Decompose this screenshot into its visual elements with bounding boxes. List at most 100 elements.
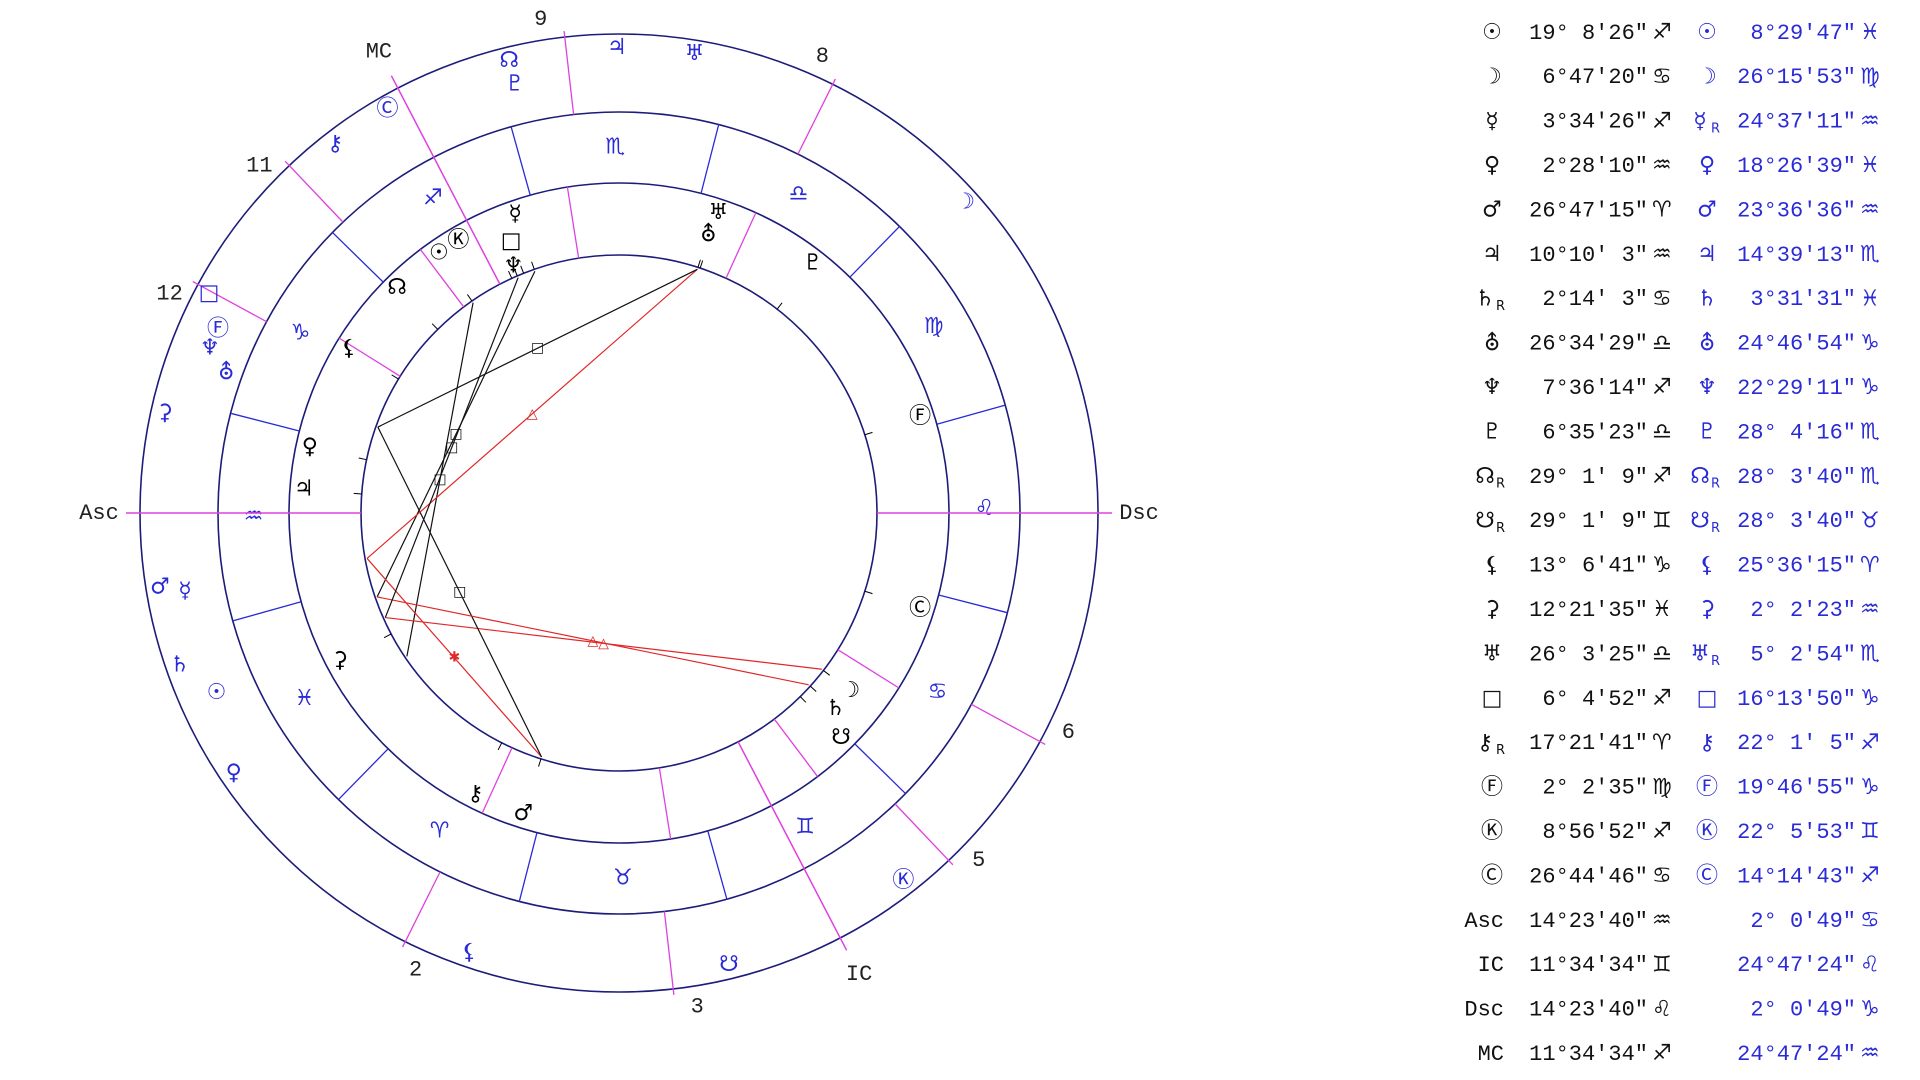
transit-glyph: ☽ <box>955 190 975 215</box>
transit-symbol: Ⓕ <box>1696 775 1718 800</box>
transit-sign: ♑ <box>1860 686 1880 711</box>
row-symbol: ☊ <box>1475 464 1495 489</box>
retrograde: R <box>1496 477 1505 492</box>
natal-glyph: Ⓕ <box>909 404 931 429</box>
transit-position: 25°36'15" <box>1737 554 1856 579</box>
transit-sign: ♋ <box>1860 908 1880 933</box>
natal-position: 29° 1' 9" <box>1529 509 1648 534</box>
zodiac-sign: ♓ <box>295 686 315 711</box>
natal-glyph: ☋ <box>831 725 851 750</box>
transit-sign: ♒ <box>1860 1041 1880 1066</box>
aspect-symbol: □ <box>449 426 462 442</box>
transit-position: 3°31'31" <box>1750 287 1856 312</box>
position-tick <box>809 685 817 692</box>
aspect-line <box>377 426 543 758</box>
house-label: 12 <box>156 282 182 307</box>
house-label: MC <box>366 40 392 65</box>
transit-glyph: ♆ <box>200 335 220 360</box>
row-symbol: ⚳ <box>1484 597 1500 622</box>
transit-position: 22°29'11" <box>1737 376 1856 401</box>
transit-glyph: ☋ <box>719 952 739 977</box>
natal-sign: ♎ <box>1652 331 1672 356</box>
natal-glyph: Ⓚ <box>447 228 469 253</box>
row-symbol: ☉ <box>1482 20 1502 45</box>
transit-sign: ♑ <box>1860 331 1880 356</box>
row-symbol: ⛢ <box>1484 331 1500 356</box>
house-cusp <box>563 31 575 115</box>
house-cusp <box>284 160 344 223</box>
sign-divider <box>938 594 1008 614</box>
transit-position: 2° 0'49" <box>1750 998 1856 1023</box>
zodiac-sign: ♈ <box>430 818 450 843</box>
natal-sign: ♋ <box>1652 64 1672 89</box>
natal-sign: ♒ <box>1652 242 1672 267</box>
aspect-symbol: ✱ <box>448 650 460 666</box>
position-tick <box>431 323 439 330</box>
natal-position: 26°34'29" <box>1529 332 1648 357</box>
transit-position: 24°47'24" <box>1737 953 1856 978</box>
natal-position: 3°34'26" <box>1542 110 1648 135</box>
transit-glyph: ♅ <box>685 41 705 66</box>
natal-sign: ♈ <box>1652 198 1672 223</box>
position-tick <box>864 431 873 436</box>
transit-sign: ♐ <box>1860 730 1880 755</box>
transit-symbol: ♂ <box>1697 198 1717 223</box>
transit-sign: ♑ <box>1860 375 1880 400</box>
house-cusp <box>894 803 954 866</box>
natal-position: 7°36'14" <box>1542 376 1648 401</box>
position-tick <box>383 633 392 639</box>
transit-sign: ♉ <box>1860 508 1880 533</box>
inner-cusp <box>725 212 757 279</box>
transit-position: 18°26'39" <box>1737 154 1856 179</box>
transit-symbol: ♃ <box>1697 242 1717 267</box>
zodiac-sign: ♍ <box>924 314 944 339</box>
natal-position: 26° 3'25" <box>1529 642 1648 667</box>
sign-divider <box>849 226 901 278</box>
transit-glyph: ♇ <box>505 72 525 97</box>
natal-position: 14°23'40" <box>1529 998 1648 1023</box>
house-cusp <box>971 703 1046 745</box>
natal-position: 2°28'10" <box>1542 154 1648 179</box>
house-label: 8 <box>816 44 829 69</box>
natal-position: 12°21'35" <box>1529 598 1648 623</box>
natal-position: 11°34'34" <box>1529 953 1648 978</box>
transit-position: 14°14'43" <box>1737 864 1856 889</box>
natal-sign: ♐ <box>1652 819 1672 844</box>
position-tick <box>538 758 542 767</box>
natal-position: 26°44'46" <box>1529 864 1648 889</box>
inner-cusp <box>338 337 401 377</box>
row-label: MC <box>1478 1042 1504 1067</box>
transit-symbol: ♇ <box>1697 420 1717 445</box>
sign-divider <box>510 126 531 196</box>
aspect-symbol: □ <box>453 584 466 600</box>
house-label: 3 <box>691 995 704 1020</box>
transit-position: 28° 4'16" <box>1737 420 1856 445</box>
row-symbol: ⚷ <box>1477 730 1493 755</box>
transit-position: 28° 3'40" <box>1737 465 1856 490</box>
transit-glyph: ♂ <box>150 574 170 599</box>
row-label: Asc <box>1464 909 1504 934</box>
natal-glyph: ☉ <box>429 240 449 265</box>
position-tick <box>823 670 831 676</box>
house-label: 2 <box>409 958 422 983</box>
natal-position: 2° 2'35" <box>1542 776 1648 801</box>
transit-position: 28° 3'40" <box>1737 509 1856 534</box>
transit-sign: ♓ <box>1860 153 1880 178</box>
sign-divider <box>337 748 389 800</box>
row-symbol: ⚸ <box>1484 553 1500 578</box>
angle-axis <box>737 741 848 951</box>
transit-symbol: ☿ <box>1693 109 1707 134</box>
transit-symbol: ⚷ <box>1699 730 1715 755</box>
transit-glyph: ☉ <box>207 680 227 705</box>
natal-position: 6° 4'52" <box>1542 687 1648 712</box>
natal-sign: ♐ <box>1652 375 1672 400</box>
ring <box>360 254 878 772</box>
natal-glyph: ⚳ <box>332 648 348 673</box>
natal-position: 11°34'34" <box>1529 1042 1648 1067</box>
zodiac-sign: ♑ <box>291 321 311 346</box>
transit-position: 22° 5'53" <box>1737 820 1856 845</box>
transit-glyph: ♄ <box>170 652 190 677</box>
transit-sign: ♏ <box>1860 242 1880 267</box>
transit-sign: ♊ <box>1860 819 1880 844</box>
inner-cusp <box>481 747 513 814</box>
